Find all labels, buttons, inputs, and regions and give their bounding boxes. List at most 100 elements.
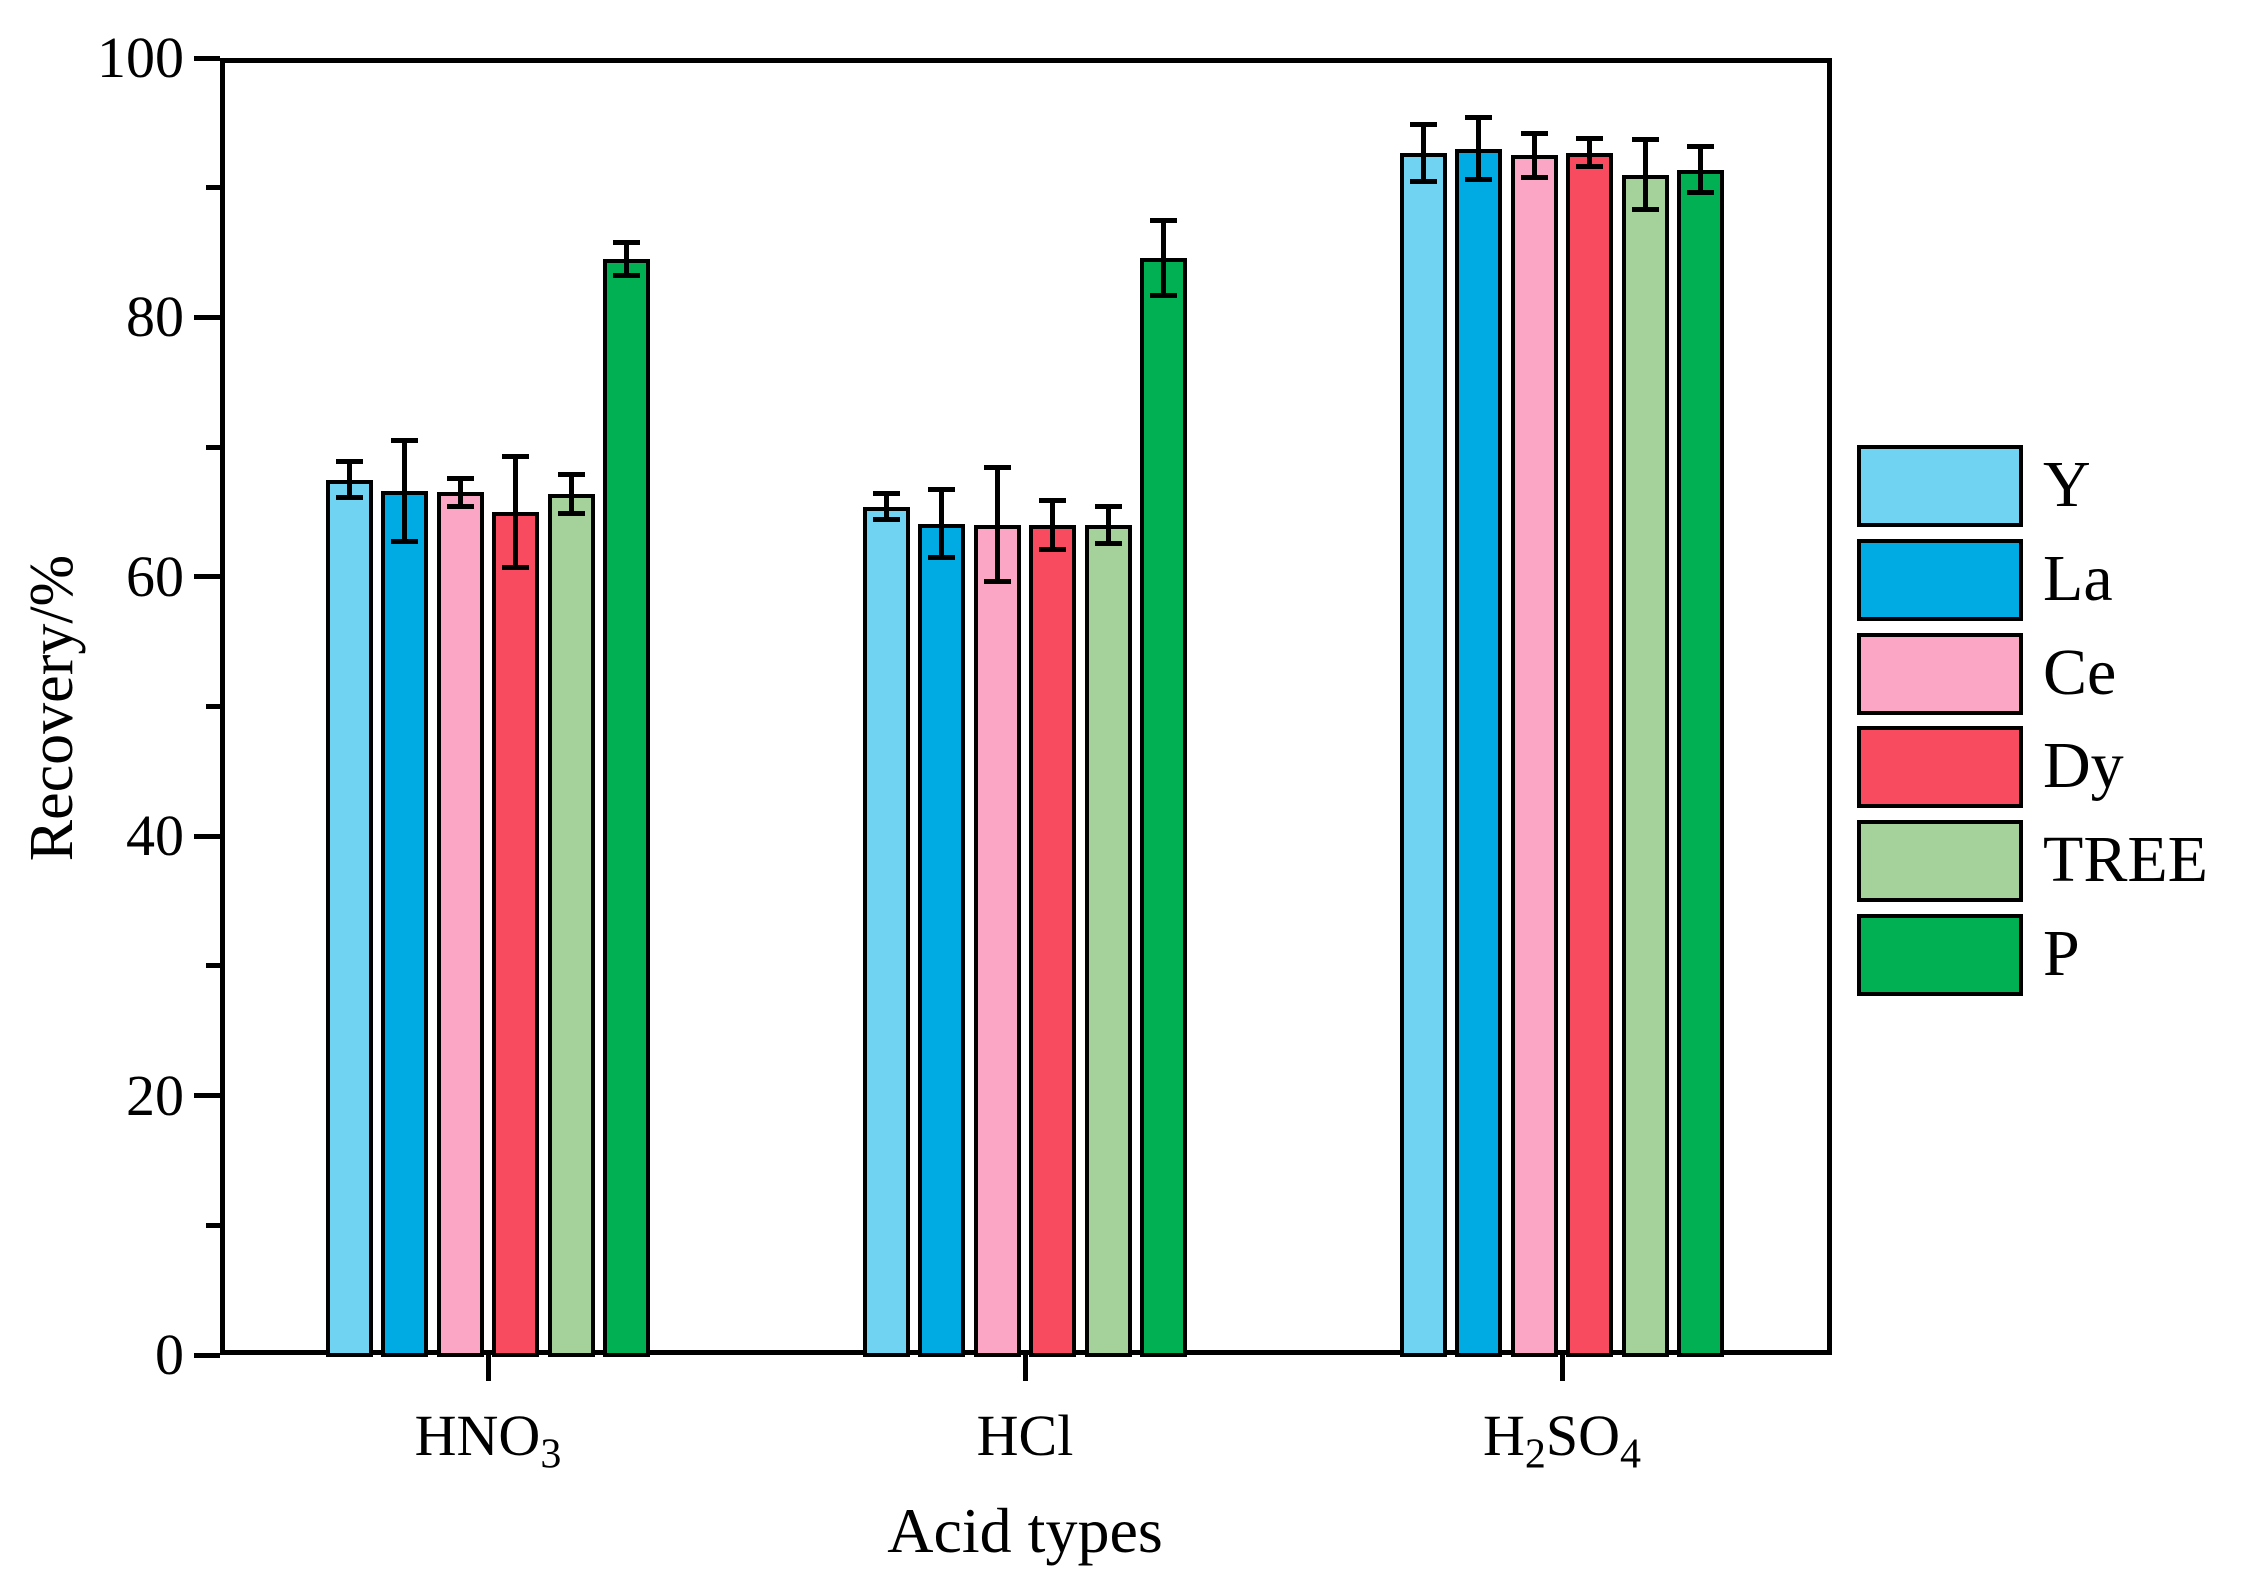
- error-bar-top-cap: [446, 475, 474, 481]
- error-bar-line-Ce-HNO3: [457, 478, 463, 507]
- error-bar-line-Y-H2SO4: [1420, 124, 1426, 182]
- error-bar-line-Dy-HNO3: [513, 456, 519, 568]
- x-category-tick: [1022, 1355, 1028, 1381]
- error-bar-bottom-cap: [335, 495, 363, 501]
- x-axis-title: Acid types: [887, 1495, 1163, 1566]
- bar-La-HNO3: [381, 491, 429, 1357]
- error-bar-top-cap: [613, 239, 641, 245]
- error-bar-line-TREE-H2SO4: [1642, 139, 1648, 210]
- legend-label-La: La: [2043, 541, 2113, 615]
- bar-TREE-HCl: [1084, 524, 1132, 1357]
- legend-swatch-La: [1857, 538, 2023, 621]
- x-category-label-segment: H: [1482, 1403, 1525, 1468]
- error-bar-line-P-HCl: [1161, 220, 1167, 296]
- bar-Y-HNO3: [325, 479, 373, 1357]
- error-bar-bottom-cap: [1465, 177, 1493, 183]
- error-bar-top-cap: [1687, 143, 1715, 149]
- bar-P-HNO3: [603, 259, 651, 1357]
- error-bar-line-La-H2SO4: [1476, 117, 1482, 180]
- y-tick-label: 60: [126, 543, 184, 609]
- y-minor-tick: [206, 963, 220, 969]
- legend-label-Y: Y: [2043, 448, 2091, 521]
- x-category-label-segment: HNO: [414, 1403, 541, 1468]
- error-bar-bottom-cap: [928, 554, 956, 560]
- x-category-label-HNO3: HNO3: [188, 1403, 788, 1476]
- y-major-tick: [194, 1093, 220, 1099]
- error-bar-bottom-cap: [1631, 207, 1659, 213]
- legend-label-P: P: [2043, 917, 2080, 990]
- bar-P-HCl: [1140, 257, 1188, 1357]
- bar-La-HCl: [918, 523, 966, 1357]
- x-category-label-segment: 2: [1524, 1431, 1546, 1478]
- legend-swatch-Y: [1857, 445, 2023, 527]
- error-bar-bottom-cap: [446, 504, 474, 510]
- error-bar-bottom-cap: [1094, 540, 1122, 546]
- bar-Dy-HCl: [1029, 524, 1077, 1357]
- error-bar-top-cap: [557, 471, 585, 477]
- y-minor-tick: [206, 704, 220, 709]
- error-bar-top-cap: [928, 487, 956, 493]
- x-category-tick: [1559, 1355, 1565, 1381]
- legend-label-Ce: Ce: [2043, 635, 2117, 709]
- error-bar-top-cap: [1465, 115, 1493, 121]
- error-bar-line-Ce-HCl: [994, 467, 1000, 582]
- x-category-label-segment: HCl: [976, 1403, 1074, 1468]
- legend-swatch-P: [1857, 914, 2023, 996]
- error-bar-top-cap: [1520, 130, 1548, 136]
- y-tick-label: 40: [126, 803, 184, 869]
- error-bar-line-TREE-HNO3: [568, 474, 574, 514]
- error-bar-line-Y-HCl: [883, 493, 889, 520]
- error-bar-line-Ce-H2SO4: [1531, 133, 1537, 178]
- error-bar-bottom-cap: [1409, 178, 1437, 184]
- error-bar-line-TREE-HCl: [1105, 506, 1111, 544]
- error-bar-line-La-HNO3: [402, 440, 408, 542]
- error-bar-bottom-cap: [1039, 547, 1067, 553]
- error-bar-line-P-H2SO4: [1698, 146, 1704, 193]
- bar-TREE-HNO3: [547, 493, 595, 1357]
- legend-label-Dy: Dy: [2043, 729, 2124, 803]
- plot-area-frame: [220, 58, 1832, 1355]
- error-bar-bottom-cap: [502, 565, 530, 571]
- legend-swatch-Dy: [1857, 726, 2023, 809]
- bar-Ce-H2SO4: [1510, 155, 1558, 1357]
- y-major-tick: [194, 833, 220, 839]
- y-major-tick: [194, 574, 220, 580]
- bar-Y-HCl: [862, 506, 910, 1357]
- error-bar-top-cap: [1576, 135, 1604, 141]
- error-bar-top-cap: [502, 453, 530, 459]
- error-bar-line-La-HCl: [939, 489, 945, 558]
- legend-label-TREE: TREE: [2043, 823, 2208, 897]
- y-minor-tick: [206, 444, 220, 450]
- bar-TREE-H2SO4: [1621, 174, 1669, 1357]
- y-major-tick: [194, 1352, 220, 1358]
- y-tick-label: 20: [126, 1062, 184, 1128]
- y-axis-title: Recovery/%: [18, 554, 86, 862]
- error-bar-bottom-cap: [1520, 174, 1548, 180]
- y-tick-label: 80: [126, 284, 184, 350]
- bar-Ce-HNO3: [436, 492, 484, 1357]
- bar-Dy-H2SO4: [1566, 152, 1614, 1357]
- x-category-label-segment: SO: [1545, 1403, 1621, 1468]
- error-bar-top-cap: [1631, 137, 1659, 143]
- x-category-label-segment: 3: [540, 1431, 562, 1478]
- error-bar-bottom-cap: [557, 510, 585, 516]
- error-bar-bottom-cap: [1150, 292, 1178, 298]
- error-bar-top-cap: [391, 438, 419, 444]
- y-tick-label: 0: [155, 1322, 184, 1387]
- bar-Dy-HNO3: [492, 511, 540, 1357]
- bar-La-H2SO4: [1455, 148, 1503, 1357]
- error-bar-top-cap: [1094, 504, 1122, 510]
- error-bar-top-cap: [1039, 497, 1067, 503]
- error-bar-bottom-cap: [983, 579, 1011, 585]
- error-bar-bottom-cap: [872, 517, 900, 523]
- y-major-tick: [194, 314, 220, 320]
- y-major-tick: [194, 55, 220, 61]
- error-bar-bottom-cap: [613, 273, 641, 279]
- bar-Ce-HCl: [973, 524, 1021, 1357]
- error-bar-top-cap: [1409, 121, 1437, 127]
- error-bar-top-cap: [872, 491, 900, 497]
- error-bar-bottom-cap: [391, 539, 419, 545]
- y-tick-label: 100: [97, 25, 184, 90]
- error-bar-bottom-cap: [1576, 164, 1604, 170]
